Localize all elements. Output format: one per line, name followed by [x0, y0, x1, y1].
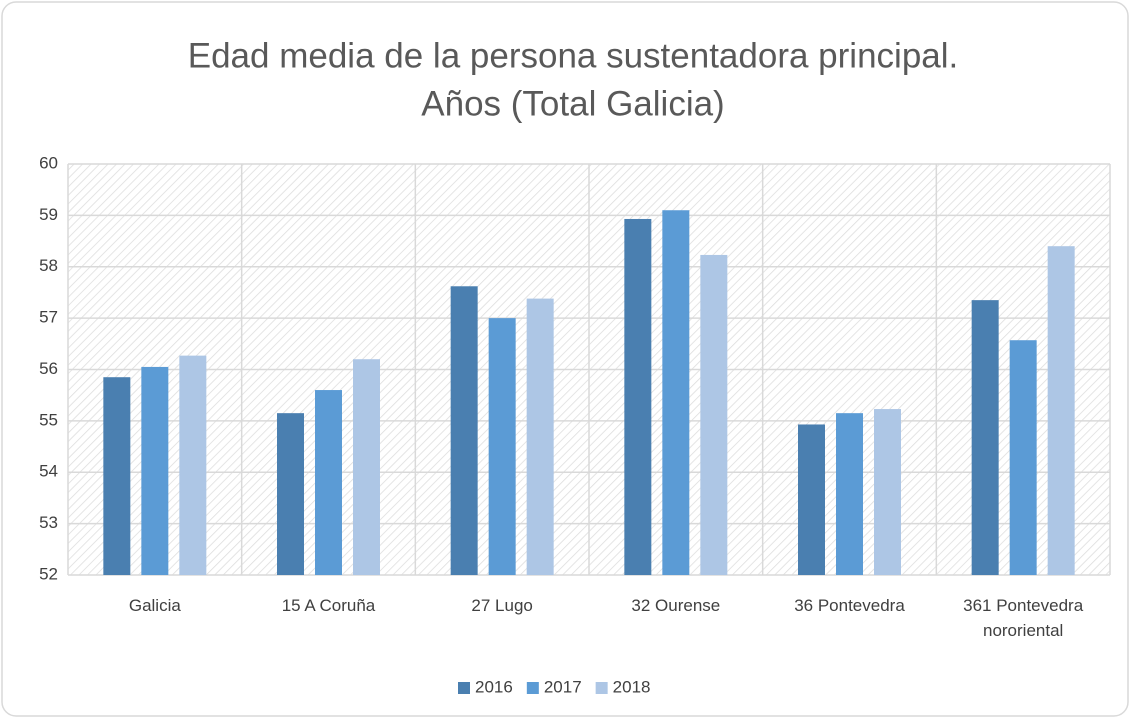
bar	[971, 300, 999, 575]
bar	[526, 298, 554, 575]
bar	[141, 366, 169, 575]
bar	[315, 390, 342, 575]
y-tick-label: 60	[39, 153, 58, 172]
y-tick-label: 56	[39, 359, 58, 378]
y-tick-label: 53	[39, 513, 58, 532]
legend-swatch	[526, 682, 539, 694]
bar	[103, 377, 131, 575]
x-tick-label: 36 Pontevedra	[794, 596, 905, 615]
y-tick-label: 58	[39, 256, 58, 275]
legend-swatch	[595, 682, 608, 694]
y-tick-label: 54	[39, 462, 58, 481]
y-tick-label: 55	[39, 410, 58, 429]
bar	[1009, 340, 1037, 575]
bar	[662, 210, 690, 576]
chart-title: Edad media de la persona sustentadora pr…	[188, 36, 959, 75]
legend-label: 2018	[613, 677, 651, 696]
bar	[798, 424, 825, 575]
x-tick-label: 15 A Coruña	[281, 596, 376, 615]
y-tick-label: 52	[39, 564, 58, 583]
bar	[450, 286, 478, 575]
legend-swatch	[458, 682, 470, 694]
x-tick-label: Galicia	[128, 596, 181, 615]
x-tick-label: 27 Lugo	[471, 596, 533, 615]
y-tick-label: 59	[39, 205, 58, 224]
bar	[277, 413, 304, 575]
x-tick-label: 361 Pontevedra nororiental	[963, 596, 1084, 640]
legend-label: 2017	[544, 677, 582, 696]
bar	[874, 409, 901, 575]
bar	[353, 359, 380, 575]
bar	[624, 218, 652, 575]
y-tick-label: 57	[39, 308, 58, 327]
chart-title: Años (Total Galicia)	[421, 84, 724, 123]
bar	[488, 318, 516, 575]
x-tick-label: 32 Ourense	[631, 596, 721, 615]
bar	[1047, 246, 1075, 575]
bar	[700, 254, 728, 575]
legend-label: 2016	[475, 677, 513, 696]
bar	[836, 413, 863, 575]
bar	[179, 355, 207, 575]
